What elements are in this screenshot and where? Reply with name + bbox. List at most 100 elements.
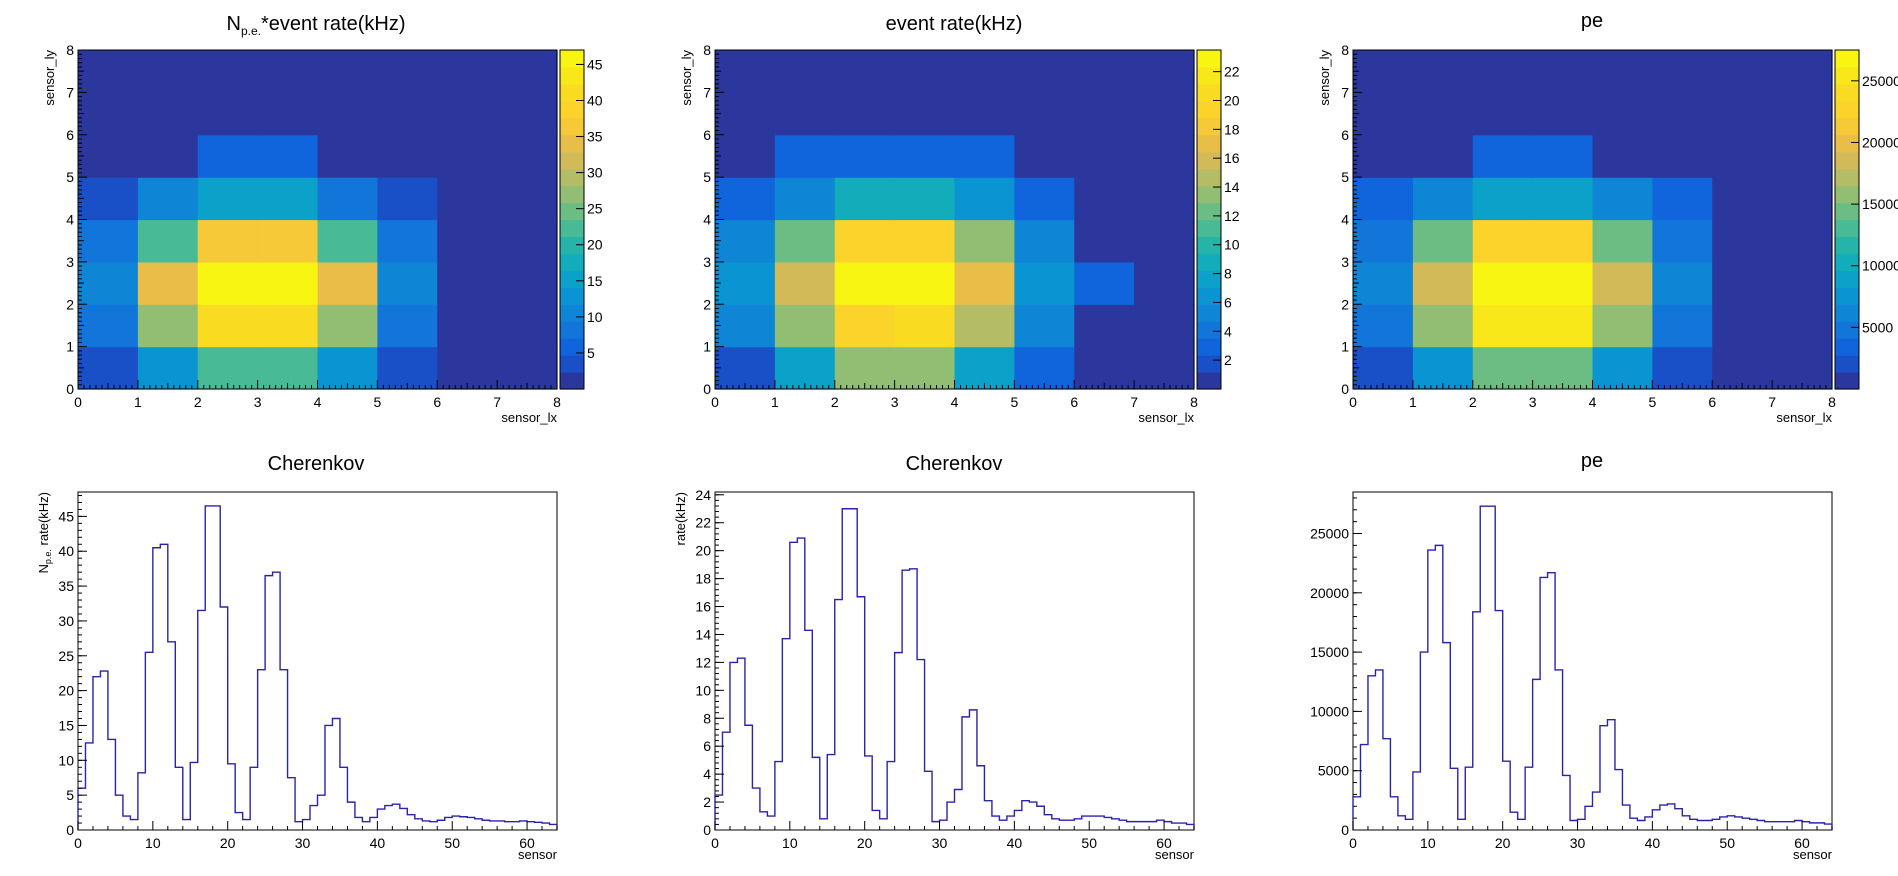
- plot-frame: [1352, 491, 1833, 831]
- heatmap-cell: [1353, 50, 1414, 93]
- x-tick-label: 60: [519, 835, 535, 851]
- y-tick-label: 8: [703, 42, 711, 58]
- colorbar-swatch: [1197, 100, 1221, 119]
- heatmap-cell: [137, 177, 199, 221]
- y-tick-label: 18: [695, 571, 711, 587]
- heatmap-cell: [197, 177, 259, 221]
- heatmap-cell: [1074, 134, 1135, 178]
- plot-frame: [714, 491, 1195, 831]
- colorbar-frame: [1196, 49, 1222, 390]
- colorbar: 5 10 15 20 25 30 35 40 45: [559, 49, 603, 390]
- x-tick-label: 0: [74, 394, 82, 410]
- y-tick-label: 5: [66, 169, 74, 185]
- heatmap-cell: [1134, 177, 1195, 221]
- x-axis-label: sensor_lx: [1776, 410, 1832, 425]
- heatmap-cell: [1712, 177, 1773, 221]
- heatmap-cell: [774, 346, 836, 390]
- heatmap-cell: [497, 134, 558, 178]
- heatmap-cell: [1592, 261, 1653, 305]
- y-tick-label: 0: [703, 822, 711, 838]
- series-line: [77, 505, 558, 830]
- y-tick-label: 6: [1341, 127, 1349, 143]
- heatmap-cell: [1472, 50, 1534, 93]
- x-tick-label: 30: [295, 835, 311, 851]
- y-tick-label: 2: [66, 296, 74, 312]
- heatmap-cell: [1592, 177, 1653, 221]
- heatmap-cell: [1712, 219, 1773, 263]
- heatmap-cell: [715, 346, 776, 390]
- heatmap-cell: [715, 304, 776, 348]
- heatmap-cell: [834, 219, 896, 263]
- colorbar-tick-label: 45: [587, 56, 603, 72]
- colorbar-swatch: [1835, 253, 1859, 271]
- heatmap-cell: [715, 177, 776, 221]
- heatmap-cell: [257, 346, 319, 390]
- colorbar-swatch: [1197, 372, 1221, 390]
- y-tick-label: 4: [1341, 212, 1349, 228]
- colorbar-swatch: [1835, 219, 1859, 238]
- title-subscript: p.e.: [241, 24, 261, 38]
- x-tick-label: 60: [1794, 835, 1810, 851]
- y-tick-label: 1: [703, 339, 711, 355]
- colorbar-tick-label: 30: [587, 165, 603, 181]
- colorbar-tick-label: 25000: [1862, 73, 1898, 89]
- colorbar-swatch: [1835, 151, 1859, 170]
- heatmap-cell: [497, 304, 558, 348]
- y-tick-label: 20000: [1310, 585, 1349, 601]
- heatmap-cell: [894, 304, 956, 348]
- heatmap-cell: [1014, 261, 1075, 305]
- chart-title: Np.e.*event rate(kHz): [227, 13, 406, 38]
- heatmap-cell: [1353, 134, 1414, 178]
- heatmap-cell: [377, 304, 438, 348]
- y-label-subscript: p.e.: [43, 549, 53, 564]
- heatmap-cell: [497, 50, 558, 93]
- colorbar-swatch: [1197, 270, 1221, 288]
- heatmap-cell: [1532, 92, 1594, 136]
- heatmap-cell: [834, 92, 896, 136]
- y-tick-label: 10: [58, 752, 74, 768]
- y-axis-label: Np.e. rate(kHz): [36, 492, 53, 573]
- x-tick-label: 8: [1828, 394, 1836, 410]
- colorbar-tick-label: 10: [587, 309, 603, 325]
- heatmap-cell: [715, 50, 776, 93]
- heatmap-cell: [1014, 219, 1075, 263]
- y-tick-label: 8: [703, 710, 711, 726]
- y-tick-label: 8: [1341, 42, 1349, 58]
- y-tick-label: 20: [695, 543, 711, 559]
- y-tick-label: 20: [58, 683, 74, 699]
- x-tick-label: 20: [857, 835, 873, 851]
- heatmap-cell: [377, 346, 438, 390]
- heatmap-cell: [1134, 92, 1195, 136]
- y-tick-label: 24: [695, 487, 711, 503]
- heatmap-cell: [78, 92, 139, 136]
- colorbar-swatch: [1197, 202, 1221, 221]
- heatmap-cell: [1472, 177, 1534, 221]
- colorbar-swatch: [1197, 219, 1221, 238]
- y-tick-label: 3: [703, 254, 711, 270]
- heatmap-cell: [137, 304, 199, 348]
- y-tick-label: 3: [66, 254, 74, 270]
- x-axis-label: sensor: [1155, 847, 1195, 862]
- x-tick-label: 5: [1648, 394, 1656, 410]
- x-axis-label: sensor: [518, 847, 558, 862]
- colorbar-swatch: [1197, 321, 1221, 339]
- x-tick-label: 50: [1719, 835, 1735, 851]
- x-tick-label: 10: [1420, 835, 1436, 851]
- colorbar-swatch: [1197, 355, 1221, 373]
- colorbar-tick-label: 12: [1224, 208, 1240, 224]
- colorbar-swatch: [1197, 83, 1221, 102]
- x-tick-label: 4: [314, 394, 322, 410]
- colorbar-tick-label: 20: [1224, 92, 1240, 108]
- heatmap-cell: [437, 134, 498, 178]
- y-tick-label: 0: [703, 381, 711, 397]
- heatmap-cell: [497, 92, 558, 136]
- colorbar-swatch: [1835, 185, 1859, 204]
- heatmap-cell: [437, 50, 498, 93]
- heatmap-cell: [774, 92, 836, 136]
- heatmap-cell: [317, 261, 378, 305]
- colorbar: 5000 10000 15000 20000 25000: [1834, 49, 1898, 390]
- x-tick-label: 40: [1645, 835, 1661, 851]
- colorbar-tick-label: 40: [587, 92, 603, 108]
- heatmap-cell: [1532, 346, 1594, 390]
- x-tick-label: 10: [782, 835, 798, 851]
